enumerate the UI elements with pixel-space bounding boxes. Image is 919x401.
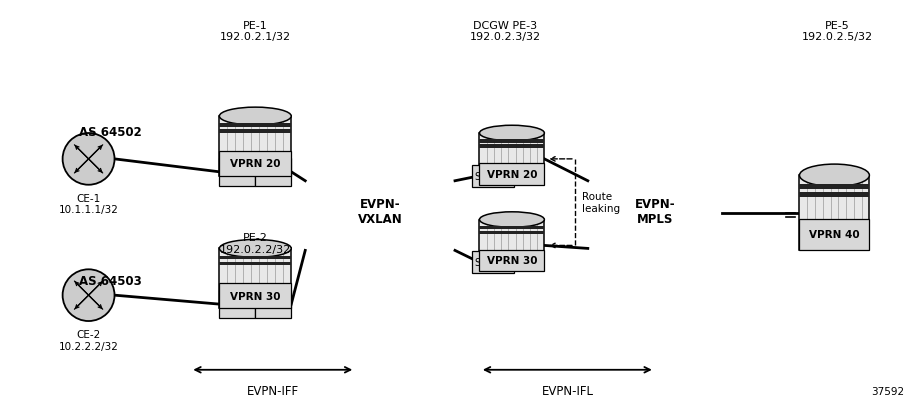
FancyBboxPatch shape [480, 140, 544, 143]
Ellipse shape [480, 126, 544, 142]
Text: EVI-21: EVI-21 [221, 167, 253, 177]
Ellipse shape [220, 108, 291, 126]
FancyBboxPatch shape [480, 220, 544, 271]
Text: SBD-32: SBD-32 [475, 258, 511, 268]
Text: VPRN 20: VPRN 20 [230, 159, 280, 169]
FancyBboxPatch shape [480, 145, 544, 148]
Circle shape [62, 269, 115, 321]
FancyBboxPatch shape [220, 124, 291, 128]
Circle shape [62, 134, 115, 185]
Ellipse shape [480, 212, 544, 228]
Text: EVPN-IFL: EVPN-IFL [542, 384, 594, 397]
FancyBboxPatch shape [800, 176, 869, 250]
Text: SBD-32: SBD-32 [255, 300, 291, 309]
FancyBboxPatch shape [472, 252, 514, 273]
Text: Route
leaking: Route leaking [582, 191, 620, 214]
FancyBboxPatch shape [480, 250, 544, 271]
Text: CE-1
10.1.1.1/32: CE-1 10.1.1.1/32 [59, 193, 119, 215]
FancyBboxPatch shape [472, 166, 514, 187]
Text: EVI-31: EVI-31 [221, 300, 253, 309]
Text: 37592: 37592 [871, 386, 904, 396]
FancyBboxPatch shape [220, 117, 291, 176]
FancyBboxPatch shape [800, 192, 869, 197]
Text: DCGW PE-3
192.0.2.3/32: DCGW PE-3 192.0.2.3/32 [470, 20, 540, 42]
Text: CE-2
10.2.2.2/32: CE-2 10.2.2.2/32 [59, 329, 119, 351]
FancyBboxPatch shape [220, 151, 291, 176]
Text: VPRN 30: VPRN 30 [230, 291, 280, 301]
FancyBboxPatch shape [800, 219, 869, 250]
Text: AS 64503: AS 64503 [79, 274, 142, 287]
FancyBboxPatch shape [480, 134, 544, 185]
FancyBboxPatch shape [220, 256, 291, 260]
FancyBboxPatch shape [220, 290, 255, 318]
FancyBboxPatch shape [480, 226, 544, 229]
FancyBboxPatch shape [220, 262, 291, 266]
Text: PE-1
192.0.2.1/32: PE-1 192.0.2.1/32 [220, 20, 291, 42]
Text: AS 64502: AS 64502 [79, 125, 142, 138]
FancyBboxPatch shape [220, 249, 291, 308]
Text: VPRN 20: VPRN 20 [487, 170, 538, 179]
FancyBboxPatch shape [255, 158, 291, 186]
Text: EVPN-
VXLAN: EVPN- VXLAN [357, 197, 403, 225]
Text: EVPN-IFF: EVPN-IFF [247, 384, 300, 397]
Text: VPRN 30: VPRN 30 [487, 256, 538, 266]
Text: EVPN-
MPLS: EVPN- MPLS [634, 197, 675, 225]
FancyBboxPatch shape [220, 130, 291, 134]
FancyBboxPatch shape [800, 185, 869, 190]
FancyBboxPatch shape [480, 164, 544, 185]
FancyBboxPatch shape [255, 290, 291, 318]
FancyBboxPatch shape [220, 158, 255, 186]
Ellipse shape [220, 240, 291, 258]
Text: SBD-22: SBD-22 [255, 167, 291, 177]
Ellipse shape [800, 165, 869, 187]
Text: PE-2
192.0.2.2/32: PE-2 192.0.2.2/32 [220, 233, 291, 255]
FancyBboxPatch shape [220, 284, 291, 308]
Text: VPRN 40: VPRN 40 [809, 230, 860, 240]
FancyBboxPatch shape [480, 231, 544, 235]
Text: SBD-22: SBD-22 [475, 171, 511, 181]
Text: PE-5
192.0.2.5/32: PE-5 192.0.2.5/32 [802, 20, 873, 42]
